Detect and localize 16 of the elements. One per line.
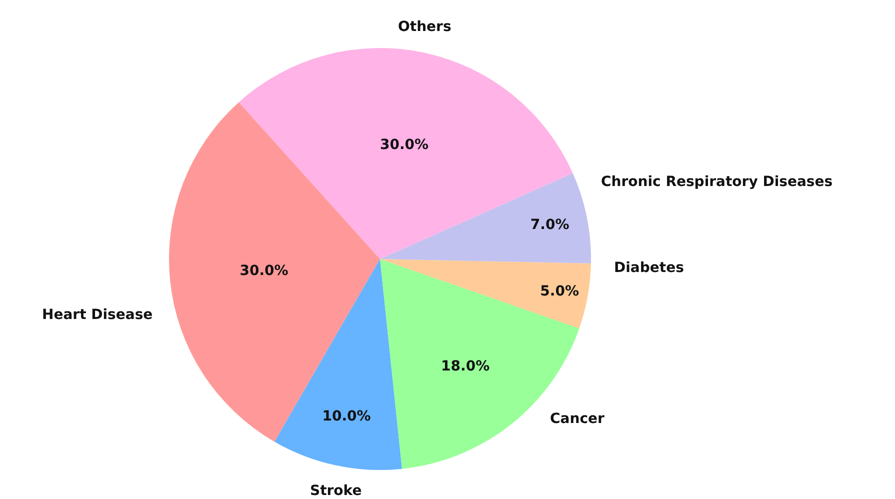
slice-label: Chronic Respiratory Diseases [601, 174, 833, 190]
data-label: 10.0% [322, 408, 371, 425]
slice-label: Others [398, 19, 452, 35]
data-label: 30.0% [380, 136, 429, 153]
slice-label: Cancer [550, 411, 604, 427]
pie-slice [380, 259, 591, 328]
slice-label: Diabetes [614, 260, 684, 276]
data-label: 30.0% [240, 263, 288, 280]
data-label: 7.0% [530, 216, 570, 233]
pie-slice [380, 173, 591, 264]
slice-label: Stroke [310, 483, 362, 499]
pie-slice [169, 102, 380, 442]
pie-slice [238, 48, 573, 259]
slice-label: Heart Disease [42, 307, 153, 323]
data-label: 5.0% [540, 283, 579, 300]
data-label: 18.0% [441, 358, 490, 375]
